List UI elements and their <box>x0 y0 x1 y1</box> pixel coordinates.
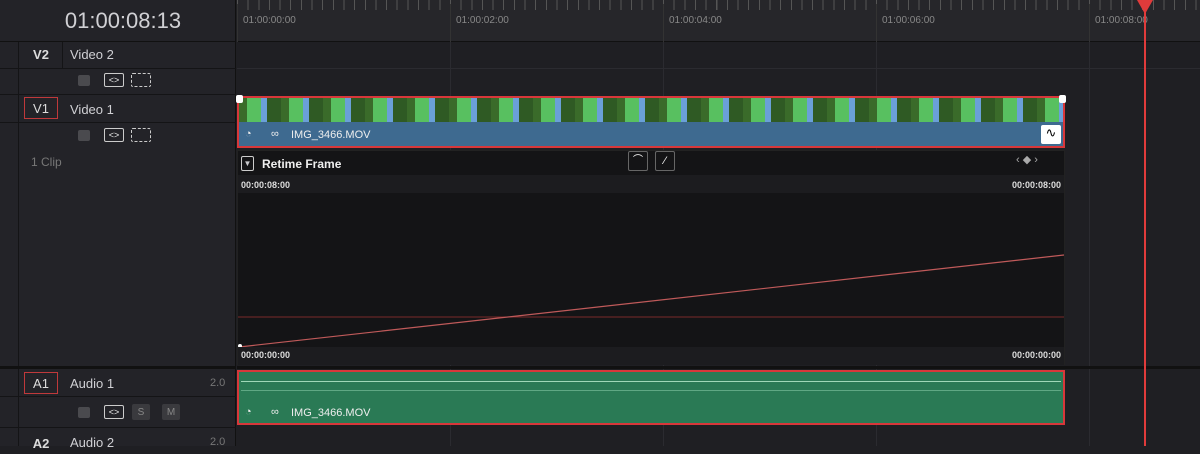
ruler-label: 01:00:04:00 <box>669 15 722 26</box>
ruler-label: 01:00:06:00 <box>882 15 935 26</box>
timecode-label: 00:00:08:00 <box>1011 180 1061 190</box>
track-name-a1[interactable]: Audio 1 <box>70 376 115 391</box>
ruler-ticks <box>237 0 1200 10</box>
channel-format: 2.0 <box>210 436 226 448</box>
track-name-v2[interactable]: Video 2 <box>70 47 114 62</box>
auto-select-icon[interactable]: <> <box>104 405 124 419</box>
trim-handle[interactable] <box>1059 95 1066 103</box>
track-header-panel: 01:00:08:13 V2 Video 2 <> V1 Video 1 <> … <box>0 0 236 451</box>
timeline-ruler[interactable]: 01:00:00:00 01:00:02:00 01:00:04:00 01:0… <box>237 0 1200 42</box>
keyframe-nav-icon[interactable]: ‹ ◆ › <box>1016 154 1038 166</box>
video-clip[interactable]: ◔ ∞ IMG_3466.MOV ∿ <box>236 95 1066 148</box>
timecode-display[interactable]: 01:00:08:13 <box>0 0 236 42</box>
track-name-v1[interactable]: Video 1 <box>70 102 114 117</box>
trim-handle[interactable] <box>236 95 243 103</box>
track-id-v2[interactable]: V2 <box>33 46 49 62</box>
auto-select-icon[interactable]: <> <box>104 73 124 87</box>
link-icon: ∞ <box>271 406 279 418</box>
clip-name: IMG_3466.MOV <box>291 407 371 419</box>
auto-select-icon[interactable]: <> <box>104 128 124 142</box>
film-icon[interactable] <box>131 73 151 87</box>
mute-button[interactable]: M <box>162 404 180 420</box>
ease-icon[interactable]: ⌒ <box>628 151 648 171</box>
channel-format: 2.0 <box>210 377 226 389</box>
playhead[interactable] <box>1137 0 1153 446</box>
link-icon: ∞ <box>271 128 279 140</box>
audio-clip[interactable]: ◔ ∞ IMG_3466.MOV <box>237 370 1065 425</box>
timecode-label: 00:00:00:00 <box>241 350 291 360</box>
timecode-label: 00:00:08:00 <box>241 180 291 190</box>
lock-icon[interactable] <box>78 130 90 141</box>
linear-icon[interactable]: ⁄ <box>655 151 675 171</box>
film-icon[interactable] <box>131 128 151 142</box>
lock-icon[interactable] <box>78 75 90 86</box>
track-id-a1[interactable]: A1 <box>24 372 58 394</box>
clip-thumbnails <box>239 98 1063 122</box>
solo-button[interactable]: S <box>132 404 150 420</box>
lock-icon[interactable] <box>78 407 90 418</box>
clip-count: 1 Clip <box>31 155 62 169</box>
track-id-v1[interactable]: V1 <box>24 97 58 119</box>
playhead-handle[interactable] <box>1137 0 1153 14</box>
ruler-label: 01:00:08:00 <box>1095 15 1148 26</box>
clip-name: IMG_3466.MOV <box>291 129 371 141</box>
retime-title: Retime Frame <box>262 157 342 171</box>
ruler-label: 01:00:02:00 <box>456 15 509 26</box>
curve-toggle-icon[interactable]: ∿ <box>1041 125 1061 144</box>
track-name-a2[interactable]: Audio 2 <box>70 435 115 450</box>
speedometer-icon: ◔ <box>245 128 252 140</box>
audio-waveform <box>241 381 1061 382</box>
timecode-label: 00:00:00:00 <box>1011 350 1061 360</box>
divider <box>62 42 63 68</box>
speedometer-icon: ◔ <box>245 406 252 418</box>
ruler-label: 01:00:00:00 <box>243 15 296 26</box>
dropdown-icon[interactable]: ▼ <box>241 156 254 171</box>
speed-curve <box>238 254 1064 348</box>
retime-curve-editor[interactable]: ▼ Retime Frame ⌒ ⁄ ‹ ◆ › 00:00:08:00 00:… <box>237 150 1065 365</box>
retime-curve[interactable] <box>238 193 1064 349</box>
track-id-a2[interactable]: A2 <box>32 435 50 451</box>
divider <box>18 42 19 446</box>
